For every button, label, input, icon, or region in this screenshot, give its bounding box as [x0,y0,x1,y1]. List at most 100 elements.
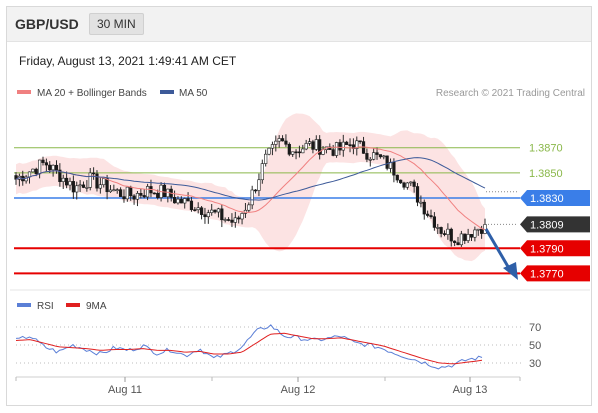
candle [412,179,416,193]
legend-9ma-swatch [66,303,80,307]
candle [122,189,126,203]
candle [375,147,379,160]
candle [304,139,308,151]
rsi-line [15,324,483,370]
x-axis-ticks: Aug 11 Aug 12 Aug 13 [15,377,521,396]
candle [139,188,143,199]
candle [68,177,72,191]
price-level-resistance-0: 1.3870 [14,143,563,155]
rsi-pane: 70 50 30 [15,322,541,370]
timestamp: Friday, August 13, 2021 1:49:41 AM CET [19,54,237,68]
candle [132,194,136,205]
candle [125,186,129,202]
candle [172,190,177,204]
price-level-label: 1.3870 [529,143,563,155]
candle [446,223,450,240]
rsi-tick-label: 70 [529,322,541,334]
candle [145,183,150,201]
candle [382,154,386,160]
candle [179,196,183,204]
candle [419,195,423,208]
price-level-label: 1.3850 [529,168,563,180]
candle [294,149,298,160]
candle [223,217,227,223]
candle [142,189,146,199]
price-level-support-5: 1.3770 [14,265,590,282]
price-level-label: 1.3809 [530,219,564,231]
candle [442,230,447,237]
candle [449,227,453,247]
candle [257,173,261,197]
candle [78,180,82,193]
candle [365,148,369,163]
candle [341,134,345,157]
candle [88,168,92,191]
candle [112,184,116,192]
candle [186,192,190,202]
price-level-label: 1.3830 [530,193,564,205]
candle [318,135,322,160]
candle [453,240,457,247]
bollinger-bands [16,113,485,262]
rsi-tick-label: 30 [529,358,541,370]
legend-ma20-swatch [17,90,31,94]
ma50-line [15,157,486,201]
legend-ma50-label: MA 50 [179,88,208,99]
candle [284,134,288,147]
price-level-support-4: 1.3790 [14,240,590,257]
candle [287,142,291,157]
candle [75,181,79,200]
candle [297,145,302,158]
candle [415,183,420,207]
price-level-resistance-1: 1.3850 [14,168,563,180]
candle [108,185,113,193]
x-tick-label: Aug 12 [281,384,316,396]
candle [206,209,210,224]
candle [422,199,426,220]
candle [267,147,271,156]
candle [459,230,463,247]
candle [253,189,258,194]
candle [378,154,383,159]
candle [426,210,430,218]
candle [436,223,440,234]
candle [307,138,312,146]
candle [345,140,349,145]
legend-rsi-swatch [17,303,31,307]
legend-rsi-label: RSI [37,301,54,312]
candle [456,236,460,246]
candle [237,215,241,224]
candle [152,192,156,195]
timeframe-badge[interactable]: 30 MIN [89,13,144,35]
candle [216,207,221,218]
candle [409,181,413,187]
candle [429,209,433,219]
candle [291,151,295,157]
candle [61,174,65,189]
candle [220,204,224,228]
candle [469,234,474,241]
candle [466,228,470,243]
rsi-tick-label: 50 [529,340,541,352]
legend-9ma-label: 9MA [86,301,107,312]
candle [331,144,335,157]
research-credit: Research © 2021 Trading Central [436,88,585,99]
candle [476,228,480,236]
candle [311,139,315,154]
candle [213,209,217,214]
candle [301,144,305,154]
price-level-pivot-2: 1.3830 [14,190,590,206]
candle [264,149,268,167]
candle [399,179,403,184]
price-level-label: 1.3790 [530,243,564,255]
candle [193,207,197,212]
candle [473,226,477,242]
candle [176,196,180,205]
candle [277,135,281,148]
candle [196,202,200,214]
candle [34,167,38,177]
candle [358,140,362,144]
candle [395,174,399,183]
forecast-arrow [484,228,518,280]
candle [183,197,187,209]
